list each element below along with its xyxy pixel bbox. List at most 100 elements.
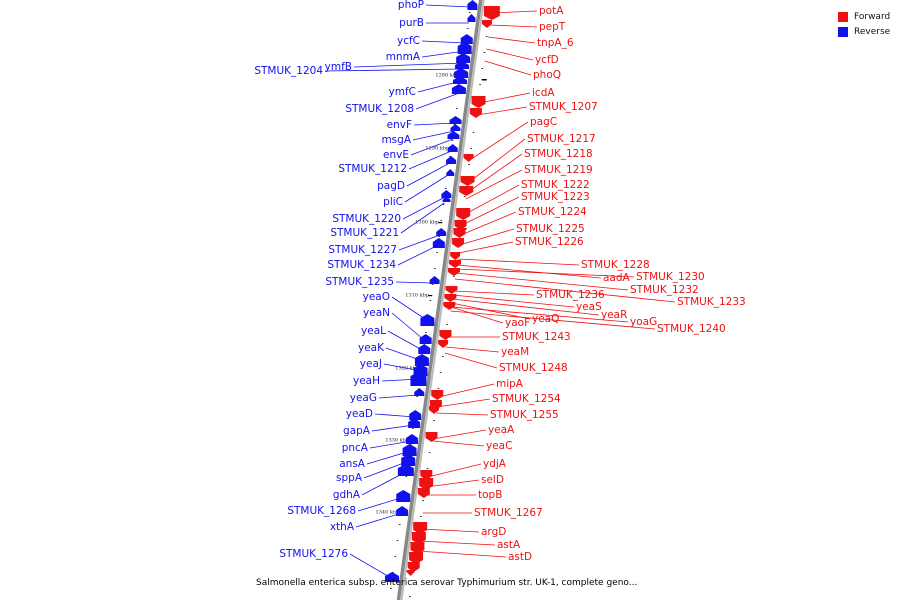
forward-gene-connector xyxy=(437,398,491,408)
reverse-gene-connector xyxy=(363,460,410,479)
reverse-gene-label: STMUK_1235 xyxy=(325,276,394,288)
forward-gene-label: ydjA xyxy=(483,458,507,470)
forward-gene-label: phoQ xyxy=(533,69,561,81)
forward-gene-label: yaoF xyxy=(505,317,530,329)
minor-tick xyxy=(396,540,399,541)
forward-gene-label: yeaS xyxy=(576,301,602,313)
forward-gene-block xyxy=(469,108,482,118)
reverse-gene-label: yeaG xyxy=(350,392,377,404)
minor-tick xyxy=(452,276,455,277)
minor-tick xyxy=(409,444,412,445)
minor-tick xyxy=(463,196,466,197)
reverse-gene-block xyxy=(419,334,432,344)
forward-gene-block xyxy=(460,176,475,186)
minor-tick xyxy=(416,396,419,397)
forward-gene-label: pepT xyxy=(539,21,566,33)
forward-gene-block xyxy=(409,552,424,564)
minor-tick xyxy=(481,68,484,69)
forward-gene-block xyxy=(450,252,461,260)
forward-gene-label: yeaM xyxy=(501,346,529,358)
reverse-gene-label: gdhA xyxy=(333,489,361,501)
reverse-gene-label: STMUK_1276 xyxy=(279,548,348,560)
forward-gene-connector xyxy=(445,346,500,353)
forward-gene-connector xyxy=(455,272,629,291)
kbp-tick-label: 1300 kbp xyxy=(415,220,439,226)
reverse-gene-connector xyxy=(425,4,472,8)
forward-gene-label: mipA xyxy=(496,378,524,390)
reverse-gene-label: yeaK xyxy=(358,342,385,354)
forward-gene-block xyxy=(420,470,433,480)
reverse-gene-connector xyxy=(369,440,412,449)
reverse-gene-label: ymfB xyxy=(325,61,352,73)
forward-gene-connector xyxy=(491,10,538,14)
reverse-gene-block xyxy=(436,228,447,236)
minor-tick xyxy=(412,428,414,429)
reverse-gene-label: STMUK_1220 xyxy=(332,213,401,225)
minor-tick xyxy=(455,108,458,109)
reverse-gene-label: pliC xyxy=(383,196,403,208)
reverse-gene-label: ansA xyxy=(339,458,366,470)
forward-gene-label: yeaR xyxy=(601,309,627,321)
forward-gene-connector xyxy=(454,278,676,303)
minor-tick xyxy=(469,12,471,13)
forward-gene-label: STMUK_1224 xyxy=(518,206,587,218)
minor-tick xyxy=(405,476,408,477)
forward-gene-block xyxy=(444,294,457,302)
reverse-gene-label: STMUK_1208 xyxy=(345,103,414,115)
forward-gene-label: STMUK_1232 xyxy=(630,284,699,296)
minor-tick xyxy=(472,132,475,133)
minor-tick xyxy=(453,124,456,125)
reverse-gene-connector xyxy=(421,40,467,44)
minor-tick xyxy=(437,388,440,389)
reverse-gene-block xyxy=(467,14,476,22)
reverse-gene-label: envF xyxy=(387,119,412,131)
forward-gene-connector xyxy=(478,92,531,104)
legend-item-forward: Forward xyxy=(838,9,890,24)
forward-gene-block xyxy=(456,208,471,220)
reverse-gene-connector xyxy=(398,234,441,251)
forward-gene-connector xyxy=(452,294,575,308)
reverse-gene-block xyxy=(467,0,478,10)
reverse-gene-label: ymfC xyxy=(389,86,416,98)
forward-gene-connector xyxy=(451,306,629,323)
reverse-gene-block xyxy=(451,84,466,94)
reverse-gene-label: yeaD xyxy=(346,408,373,420)
kbp-tick-mark xyxy=(428,295,433,297)
backbone xyxy=(396,0,485,600)
forward-swatch xyxy=(838,11,848,22)
forward-gene-label: STMUK_1236 xyxy=(536,289,605,301)
forward-gene-connector xyxy=(451,302,531,320)
forward-gene-label: STMUK_1219 xyxy=(524,164,593,176)
reverse-gene-connector xyxy=(404,174,449,203)
forward-gene-block xyxy=(459,186,474,196)
reverse-gene-connector xyxy=(366,450,411,465)
forward-gene-block xyxy=(413,522,428,534)
minor-tick xyxy=(431,284,434,285)
minor-tick xyxy=(470,148,473,149)
forward-gene-block xyxy=(445,286,458,294)
reverse-gene-connector xyxy=(357,496,405,512)
reverse-gene-label: STMUK_1221 xyxy=(330,227,399,239)
forward-gene-connector xyxy=(466,153,523,194)
reverse-gene-connector xyxy=(385,347,423,362)
reverse-gene-label: phoP xyxy=(398,0,424,11)
forward-gene-label: ycfD xyxy=(535,54,559,66)
minor-tick xyxy=(439,372,442,373)
forward-gene-label: selD xyxy=(481,474,504,486)
reverse-gene-connector xyxy=(417,80,462,93)
map-caption: Salmonella enterica subsp. enterica sero… xyxy=(256,578,638,588)
minor-tick xyxy=(446,324,448,325)
reverse-gene-block xyxy=(409,410,422,420)
forward-gene-connector xyxy=(456,264,602,279)
minor-tick xyxy=(425,332,427,333)
reverse-gene-connector xyxy=(387,330,425,352)
forward-gene-connector xyxy=(432,429,487,440)
reverse-gene-label: pagD xyxy=(377,180,405,192)
reverse-gene-block xyxy=(420,314,435,326)
forward-gene-block xyxy=(463,154,474,162)
reverse-gene-label: envE xyxy=(383,149,409,161)
reverse-gene-block xyxy=(442,196,451,202)
forward-gene-block xyxy=(425,432,438,442)
